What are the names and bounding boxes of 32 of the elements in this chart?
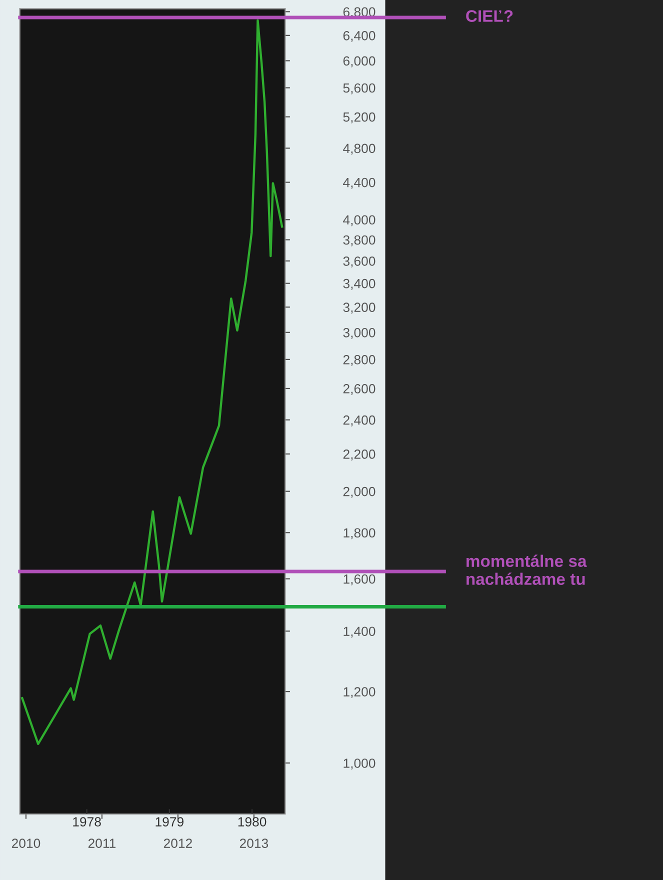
y-tick-label: 3,000 bbox=[343, 328, 376, 339]
y-tick-label: 1,200 bbox=[344, 687, 376, 698]
ref-line-label: CIEĽ? bbox=[466, 10, 513, 22]
y-tick-label: 6,400 bbox=[343, 31, 376, 42]
y-tick-label: 1,000 bbox=[344, 758, 376, 770]
x2-tick-label: 1980 bbox=[238, 817, 266, 826]
y-tick-label: 1,800 bbox=[344, 528, 376, 540]
x2-tick-label: 1978 bbox=[73, 817, 101, 826]
y-tick-label: 2,400 bbox=[343, 415, 376, 426]
y-tick-label: 1,600 bbox=[344, 574, 376, 586]
y-tick-label: 1,400 bbox=[344, 626, 376, 638]
y-tick-label: 2,200 bbox=[343, 450, 376, 460]
y-tick-label: 2,600 bbox=[343, 384, 376, 395]
y-tick-label: 6,000 bbox=[343, 56, 376, 68]
x2-tick-label: 1979 bbox=[156, 817, 184, 826]
y-tick-label: 3,600 bbox=[343, 256, 376, 268]
y-tick-label: 4,800 bbox=[343, 144, 376, 155]
y-tick-label: 2,800 bbox=[343, 355, 376, 366]
y-tick-label: 4,000 bbox=[343, 215, 376, 226]
line-series bbox=[21, 19, 284, 745]
y-tick-label: 3,400 bbox=[343, 278, 376, 290]
y-tick-label: 2,000 bbox=[343, 486, 376, 498]
y-tick-label: 5,200 bbox=[343, 112, 376, 124]
y-tick-label: 3,800 bbox=[343, 235, 376, 246]
y-tick-label: 3,200 bbox=[343, 302, 376, 314]
y-tick-label: 5,600 bbox=[343, 83, 376, 94]
x-tick-label: 2011 bbox=[88, 838, 116, 848]
y-tick-label: 4,400 bbox=[343, 178, 376, 189]
ref-line-label: momentálne sa nachádzame tu bbox=[466, 554, 587, 585]
x-tick-label: 2012 bbox=[164, 838, 192, 848]
x-tick-label: 2013 bbox=[240, 838, 268, 848]
x-tick-label: 2010 bbox=[12, 838, 40, 848]
